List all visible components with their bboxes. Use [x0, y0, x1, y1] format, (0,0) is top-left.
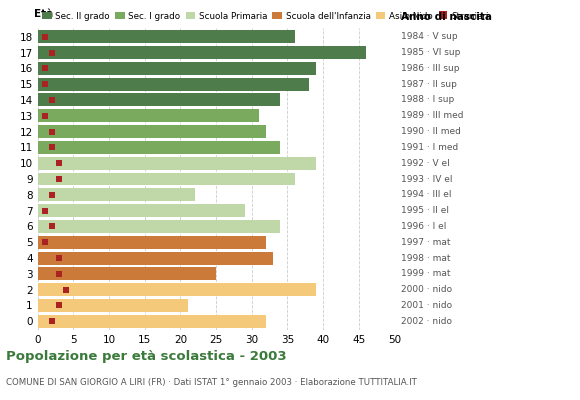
- Bar: [38, 78, 309, 91]
- Text: 1995 · II el: 1995 · II el: [401, 206, 449, 215]
- Text: 1997 · mat: 1997 · mat: [401, 238, 450, 247]
- Bar: [38, 220, 280, 233]
- Text: 1992 · V el: 1992 · V el: [401, 159, 450, 168]
- Bar: [38, 267, 216, 280]
- Bar: [38, 94, 280, 106]
- Bar: [38, 252, 273, 264]
- Bar: [38, 315, 266, 328]
- Bar: [38, 141, 280, 154]
- Text: 1996 · I el: 1996 · I el: [401, 222, 446, 231]
- Text: 2000 · nido: 2000 · nido: [401, 285, 452, 294]
- Bar: [38, 188, 195, 201]
- Bar: [38, 299, 187, 312]
- Text: 1998 · mat: 1998 · mat: [401, 254, 450, 262]
- Text: 1986 · III sup: 1986 · III sup: [401, 64, 459, 73]
- Bar: [38, 236, 266, 249]
- Text: Anno di nascita: Anno di nascita: [401, 12, 492, 22]
- Text: 1990 · II med: 1990 · II med: [401, 127, 461, 136]
- Text: COMUNE DI SAN GIORGIO A LIRI (FR) · Dati ISTAT 1° gennaio 2003 · Elaborazione TU: COMUNE DI SAN GIORGIO A LIRI (FR) · Dati…: [6, 378, 416, 387]
- Text: 1989 · III med: 1989 · III med: [401, 111, 463, 120]
- Text: 1991 · I med: 1991 · I med: [401, 143, 458, 152]
- Text: 1999 · mat: 1999 · mat: [401, 269, 450, 278]
- Text: 1994 · III el: 1994 · III el: [401, 190, 451, 199]
- Bar: [38, 109, 259, 122]
- Bar: [38, 172, 295, 186]
- Legend: Sec. II grado, Sec. I grado, Scuola Primaria, Scuola dell'Infanzia, Asilo Nido, : Sec. II grado, Sec. I grado, Scuola Prim…: [42, 12, 488, 21]
- Text: 2002 · nido: 2002 · nido: [401, 317, 452, 326]
- Bar: [38, 157, 316, 170]
- Text: 1987 · II sup: 1987 · II sup: [401, 80, 456, 89]
- Bar: [38, 125, 266, 138]
- Text: 1988 · I sup: 1988 · I sup: [401, 96, 454, 104]
- Bar: [38, 204, 245, 217]
- Text: 1985 · VI sup: 1985 · VI sup: [401, 48, 460, 57]
- Bar: [38, 283, 316, 296]
- Bar: [38, 30, 295, 43]
- Text: Età: Età: [34, 9, 53, 19]
- Text: Popolazione per età scolastica - 2003: Popolazione per età scolastica - 2003: [6, 350, 287, 363]
- Bar: [38, 62, 316, 75]
- Text: 1993 · IV el: 1993 · IV el: [401, 174, 452, 184]
- Text: 2001 · nido: 2001 · nido: [401, 301, 452, 310]
- Bar: [38, 46, 366, 59]
- Text: 1984 · V sup: 1984 · V sup: [401, 32, 458, 41]
